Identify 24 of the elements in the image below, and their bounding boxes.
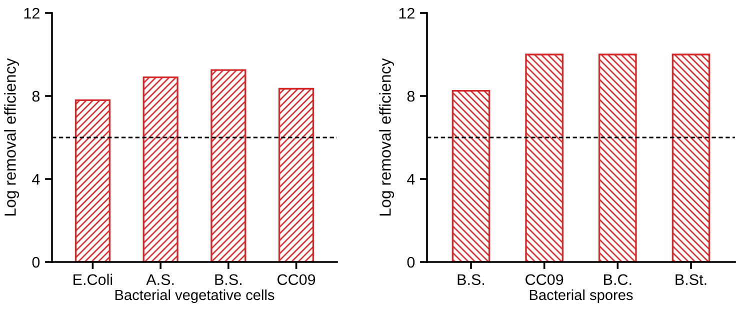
x-axis-title: Bacterial vegetative cells [115,289,274,304]
x-tick-label: CC09 [278,274,316,286]
y-tick-label: 0 [407,256,415,268]
x-tick-label: B.S. [458,274,484,286]
bar [142,76,178,262]
x-tick-label: A.S. [146,274,174,286]
x-tick-label: B.C. [604,274,632,286]
y-axis-title: Log removal efficiency [379,58,394,216]
x-tick-label: B.S. [215,274,242,286]
bar [278,88,314,262]
bar [74,99,111,262]
y-tick-label: 4 [32,174,40,185]
y-tick-label: 8 [407,90,415,102]
x-tick-label: E.Coli [74,274,112,286]
y-tick-label: 12 [24,8,40,19]
x-tick-label: B.St. [676,274,706,286]
y-tick-label: 12 [399,8,414,19]
y-tick-label: 0 [32,256,40,268]
y-tick-label: 4 [407,174,415,185]
y-axis-title: Log removal efficiency [4,58,20,216]
x-axis-title: Bacterial spores [530,289,633,304]
y-tick-label: 8 [32,90,40,102]
bar [210,69,246,262]
x-tick-label: CC09 [526,274,564,286]
